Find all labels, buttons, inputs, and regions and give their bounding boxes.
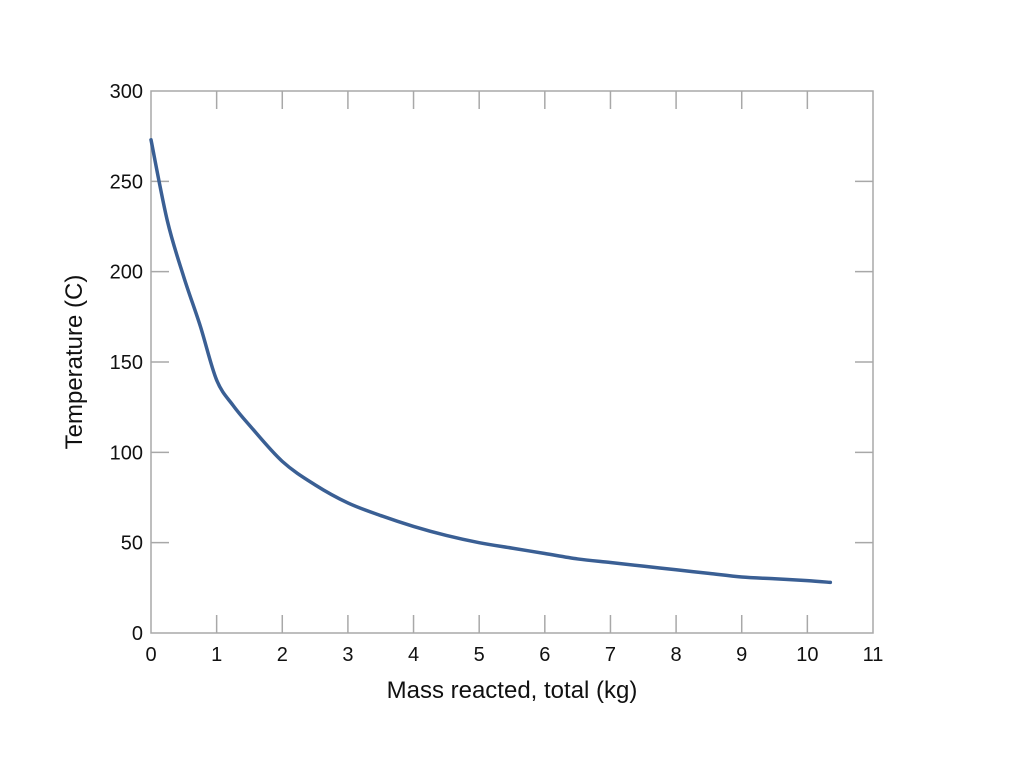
x-tick-label: 11 bbox=[863, 644, 884, 666]
series-line-temperature bbox=[149, 138, 833, 585]
y-tick-label: 150 bbox=[110, 352, 143, 374]
x-tick-label: 0 bbox=[145, 644, 156, 666]
plot-area bbox=[150, 90, 874, 634]
ticks bbox=[151, 91, 873, 633]
x-tick-label: 1 bbox=[211, 644, 222, 666]
y-tick-label: 200 bbox=[110, 262, 143, 284]
x-tick-label: 7 bbox=[605, 644, 616, 666]
x-tick-label: 6 bbox=[539, 644, 550, 666]
x-tick-label: 3 bbox=[342, 644, 353, 666]
y-tick-label: 50 bbox=[121, 533, 143, 555]
x-tick-label: 9 bbox=[736, 644, 747, 666]
x-tick-label: 5 bbox=[474, 644, 485, 666]
y-tick-labels: 0 50 100 150 200 250 300 bbox=[110, 81, 143, 645]
x-tick-label: 10 bbox=[796, 644, 818, 666]
y-tick-label: 0 bbox=[132, 623, 143, 645]
x-tick-label: 8 bbox=[671, 644, 682, 666]
y-tick-label: 250 bbox=[110, 171, 143, 193]
y-tick-label: 100 bbox=[110, 442, 143, 464]
y-axis-title: Temperature (C) bbox=[61, 275, 88, 450]
y-tick-label: 300 bbox=[110, 81, 143, 103]
x-tick-label: 2 bbox=[277, 644, 288, 666]
x-tick-labels: 0 1 2 3 4 5 6 7 8 9 10 11 bbox=[145, 644, 883, 666]
x-axis-title: Mass reacted, total (kg) bbox=[387, 677, 638, 704]
x-tick-label: 4 bbox=[408, 644, 419, 666]
